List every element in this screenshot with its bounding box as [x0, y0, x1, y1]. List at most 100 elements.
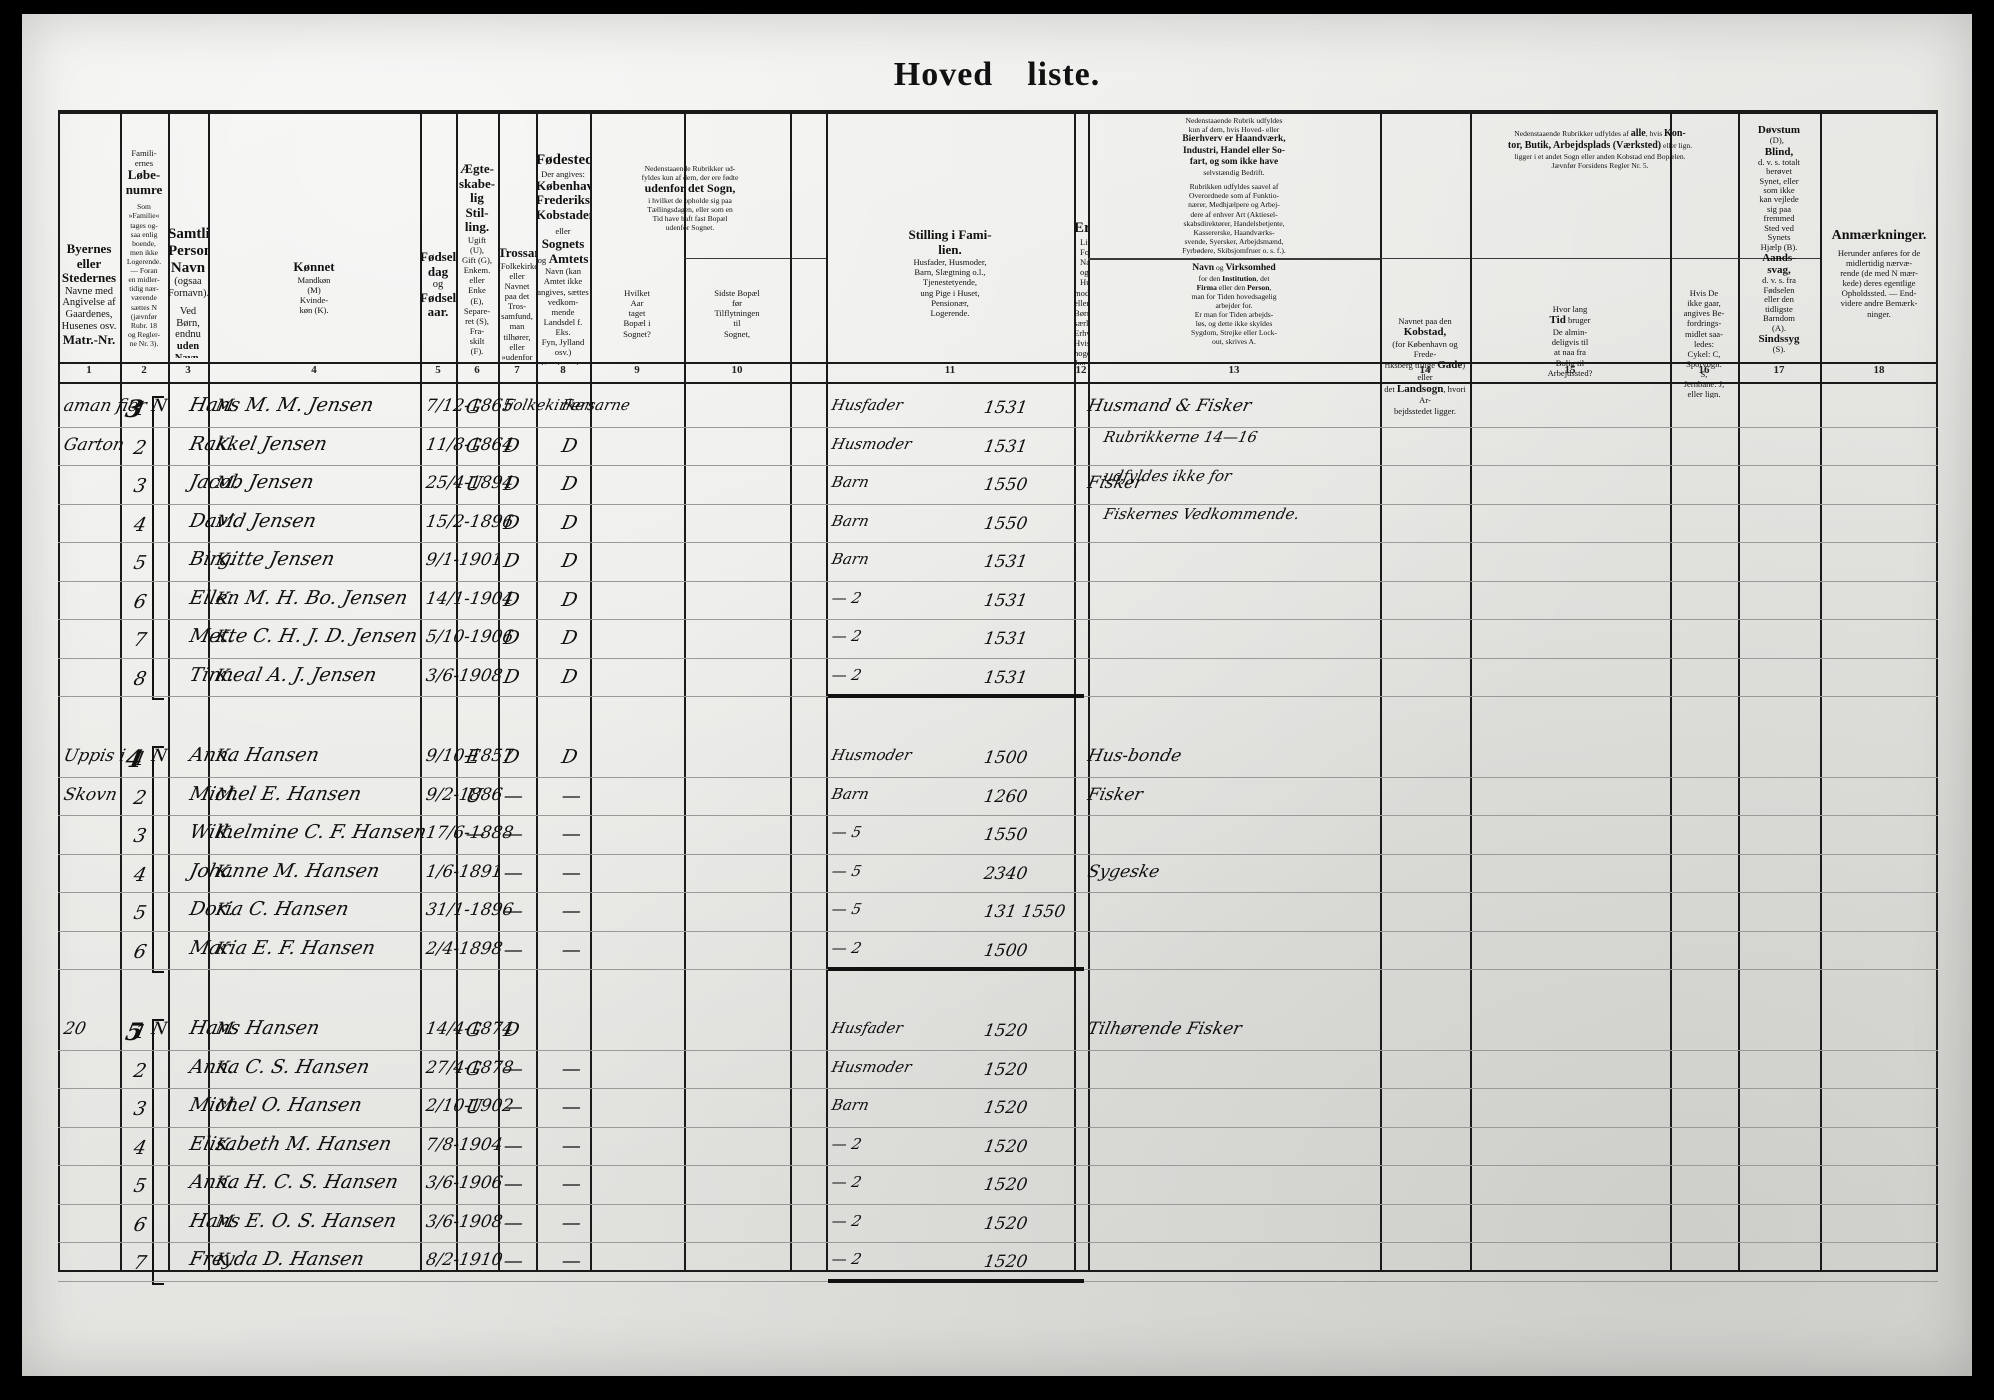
person-birthplace: D	[559, 473, 580, 495]
row-rule	[58, 930, 1938, 932]
column-number: 7	[514, 364, 520, 376]
col-header-place: Byernes eller Stedernes Navne med Angivelse…	[61, 241, 117, 347]
person-code: 1550	[982, 825, 1029, 845]
person-number: 6	[131, 1213, 149, 1236]
table-rule	[790, 258, 792, 1270]
row-rule	[58, 815, 1938, 816]
person-code: 1520	[982, 1021, 1029, 1041]
col-header-employer-note: Nedenstaaende Rubrik udfyldes kun af dem,…	[1182, 116, 1286, 255]
person-birthplace: Fersarne	[560, 396, 632, 414]
person-faith: —	[501, 1211, 526, 1234]
person-birthdate: 3/6-1906	[424, 1173, 504, 1193]
table-rule	[120, 110, 122, 1270]
person-birthplace: D	[559, 434, 580, 457]
person-family-position: Husmoder	[830, 434, 914, 453]
col-header-transport: Hvis De ikke gaar, angives Be-fordrings-mi…	[1683, 288, 1725, 398]
household-brace	[152, 1019, 164, 1285]
person-number: 4	[131, 513, 149, 536]
row-rule	[58, 426, 1938, 428]
person-sex: M.	[213, 1211, 241, 1232]
person-number: 2	[131, 436, 149, 459]
person-family-position: Husfader	[830, 396, 905, 414]
person-sex: M.	[213, 473, 241, 493]
column-number: 16	[1698, 364, 1710, 376]
table-rule	[826, 110, 828, 1270]
person-family-position: — 2	[830, 1211, 864, 1230]
remark-note: udfyldes ikke for	[1102, 466, 1234, 485]
row-rule	[58, 503, 1938, 505]
column-number: 10	[731, 364, 743, 376]
person-birthdate: 7/8-1904	[424, 1134, 504, 1155]
person-birthplace: —	[559, 1057, 584, 1080]
table-rule	[420, 110, 422, 1270]
person-code: 1520	[982, 1098, 1029, 1118]
person-number: 5	[131, 552, 149, 574]
person-name: Hans Hansen	[187, 1017, 322, 1039]
table-rule	[684, 258, 826, 259]
remark-note: Rubrikkerne 14—16	[1102, 428, 1260, 446]
column-number: 15	[1564, 364, 1576, 376]
col-header-marital: Ægte-skabe-lig Stil-ling. Ugift (U), Gift (G…	[458, 161, 496, 357]
person-faith: D	[501, 511, 522, 534]
col-header-workplace-town: Navnet paa den Kobstad, (for København og…	[1384, 316, 1466, 416]
table-rule	[456, 110, 458, 1270]
title-left: Hoved	[893, 56, 994, 93]
person-birthdate: 15/2-1896	[424, 511, 515, 532]
table-rule	[168, 110, 170, 1270]
table-rule	[1074, 110, 1076, 1270]
table-rule	[1738, 110, 1740, 1270]
person-faith: —	[501, 1096, 526, 1118]
person-birthplace: D	[559, 665, 580, 688]
row-rule	[58, 1165, 1938, 1166]
person-code: 1531	[982, 552, 1029, 572]
person-family-position: Husfader	[830, 1019, 905, 1037]
person-number: 4	[131, 1136, 149, 1159]
table-rule	[1088, 258, 1380, 260]
person-number: 5	[131, 1175, 149, 1197]
col-header-year-settled: Hvilket Aar taget Bopæl i Sognet?	[623, 288, 651, 339]
column-number: 4	[311, 364, 317, 376]
row-rule	[58, 580, 1938, 582]
paper-sheet: Hoved liste. Byernes eller Stedernes Navne …	[22, 14, 1972, 1376]
person-birthplace: D	[559, 627, 580, 649]
person-occupation: Hus-bonde	[1085, 746, 1184, 766]
column-number: 17	[1773, 364, 1785, 376]
person-birthdate: 5/10-1906	[424, 627, 515, 647]
person-faith: D	[501, 1019, 522, 1041]
person-faith: D	[501, 746, 522, 768]
person-family-position: — 2	[830, 665, 864, 684]
person-faith: D	[501, 473, 522, 495]
person-number: 4	[131, 863, 149, 886]
page-title: Hoved liste.	[22, 56, 1972, 94]
person-code: 1531	[982, 629, 1029, 649]
person-occupation: Husmand & Fisker	[1085, 396, 1254, 416]
person-code: 131 1550	[982, 902, 1067, 922]
place-name: Garton	[61, 434, 126, 455]
household-brace	[152, 746, 164, 973]
table-rule	[1820, 110, 1822, 1270]
row-rule	[58, 542, 1938, 543]
person-birthplace: D	[559, 511, 580, 534]
person-birthplace: —	[559, 784, 584, 807]
row-rule	[58, 892, 1938, 893]
person-sex: M.	[213, 396, 241, 416]
person-faith: D	[501, 434, 522, 457]
household-brace	[152, 396, 164, 700]
person-faith: D	[501, 588, 522, 611]
table-rule	[58, 362, 1938, 364]
person-birthdate: 9/1-1901	[424, 550, 504, 570]
person-faith: —	[501, 1250, 526, 1272]
person-birthplace: —	[559, 938, 584, 961]
person-code: 1260	[982, 786, 1029, 807]
person-occupation: Tilhørende Fisker	[1085, 1019, 1244, 1039]
person-code: 1531	[982, 436, 1029, 457]
column-number: 6	[474, 364, 480, 376]
title-right: liste.	[1027, 56, 1101, 93]
person-number: 2	[131, 786, 149, 809]
person-sex: M.	[213, 1019, 241, 1039]
column-number: 14	[1419, 364, 1431, 376]
household-separator	[828, 694, 1084, 698]
column-number: 8	[560, 364, 566, 376]
column-number: 2	[141, 364, 147, 376]
person-code: 1520	[982, 1175, 1029, 1195]
